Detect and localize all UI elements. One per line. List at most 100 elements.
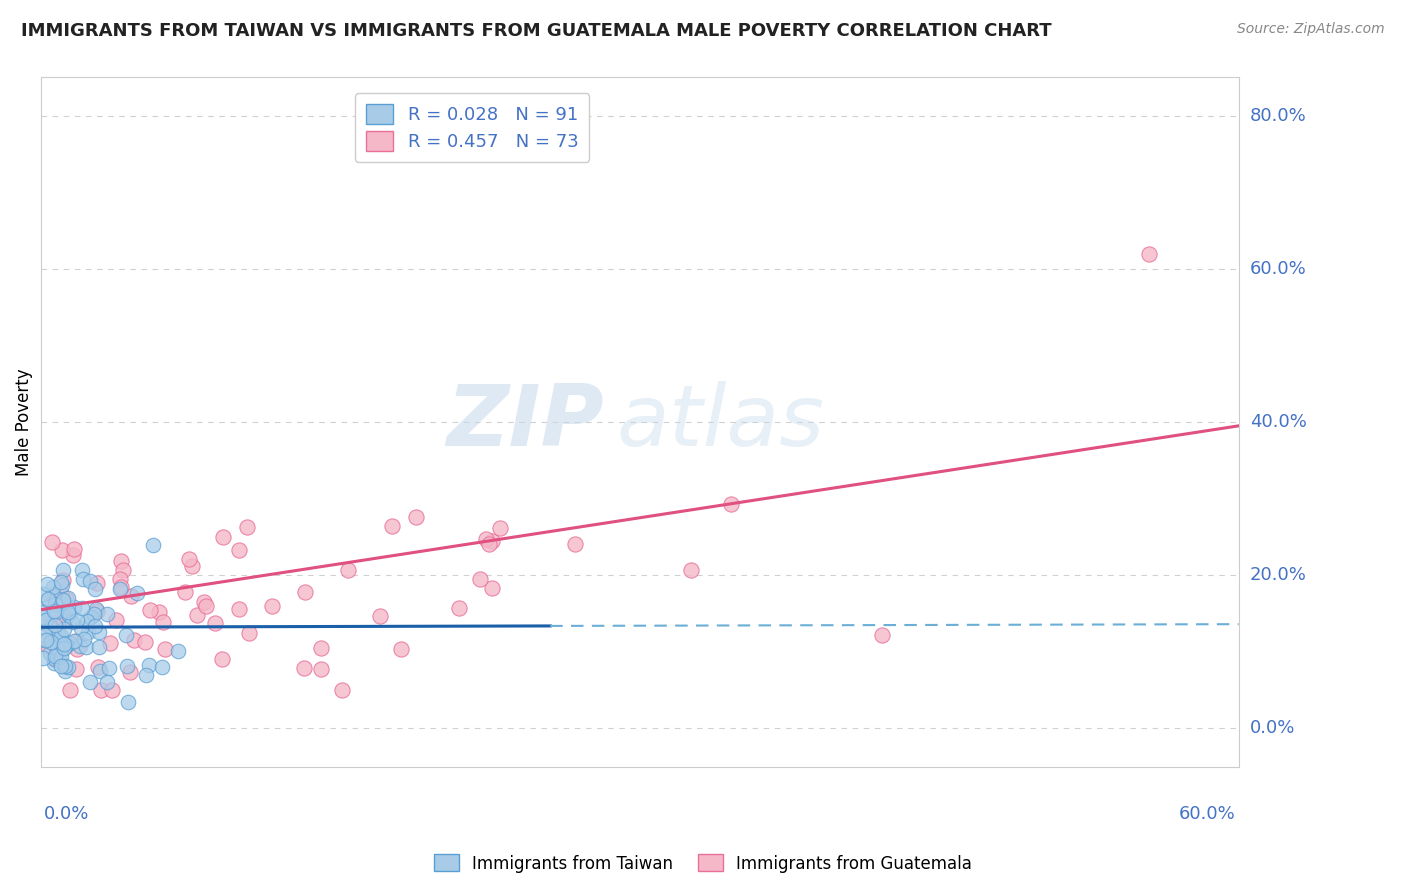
- Point: [117, 695, 139, 709]
- Point: [75, 640, 97, 655]
- Point: [115, 628, 138, 642]
- Point: [87, 624, 110, 639]
- Point: [35, 577, 58, 591]
- Point: [872, 627, 894, 641]
- Point: [52, 595, 75, 609]
- Point: [44, 617, 66, 632]
- Point: [53, 658, 76, 673]
- Point: [167, 644, 190, 658]
- Point: [150, 660, 173, 674]
- Point: [118, 665, 141, 679]
- Point: [55, 639, 77, 653]
- Point: [238, 625, 260, 640]
- Point: [228, 542, 250, 557]
- Y-axis label: Male Poverty: Male Poverty: [15, 368, 32, 475]
- Point: [42, 656, 65, 670]
- Point: [39, 618, 62, 632]
- Point: [58, 607, 80, 622]
- Point: [66, 613, 89, 627]
- Point: [194, 599, 217, 614]
- Point: [51, 543, 73, 558]
- Point: [55, 638, 77, 652]
- Point: [55, 637, 77, 651]
- Point: [76, 615, 98, 629]
- Point: [52, 637, 75, 651]
- Point: [44, 597, 66, 611]
- Point: [52, 574, 75, 588]
- Point: [90, 683, 112, 698]
- Point: [37, 593, 59, 607]
- Point: [62, 542, 84, 557]
- Point: [52, 622, 75, 636]
- Point: [52, 642, 75, 657]
- Point: [84, 618, 107, 632]
- Point: [236, 519, 259, 533]
- Point: [44, 648, 66, 663]
- Point: [52, 563, 75, 577]
- Point: [98, 661, 121, 675]
- Point: [101, 683, 124, 698]
- Text: 60.0%: 60.0%: [1250, 260, 1306, 278]
- Point: [309, 640, 332, 655]
- Point: [49, 611, 72, 625]
- Point: [127, 586, 149, 600]
- Point: [96, 674, 118, 689]
- Point: [41, 534, 63, 549]
- Text: ZIP: ZIP: [447, 381, 605, 464]
- Point: [134, 634, 156, 648]
- Text: 80.0%: 80.0%: [1250, 107, 1306, 125]
- Text: atlas: atlas: [616, 381, 824, 464]
- Point: [56, 591, 79, 606]
- Point: [62, 549, 84, 563]
- Point: [478, 537, 501, 551]
- Point: [42, 651, 65, 665]
- Point: [108, 582, 131, 596]
- Point: [193, 595, 215, 609]
- Point: [60, 615, 83, 629]
- Point: [564, 537, 586, 551]
- Point: [79, 674, 101, 689]
- Text: 0.0%: 0.0%: [44, 805, 90, 823]
- Point: [122, 632, 145, 647]
- Point: [49, 574, 72, 589]
- Point: [83, 607, 105, 621]
- Point: [80, 610, 103, 624]
- Point: [153, 641, 176, 656]
- Point: [42, 580, 65, 594]
- Point: [87, 659, 110, 673]
- Point: [65, 662, 87, 676]
- Point: [228, 602, 250, 616]
- Point: [368, 609, 391, 624]
- Point: [89, 640, 111, 654]
- Point: [84, 602, 107, 616]
- Point: [174, 585, 197, 599]
- Point: [211, 652, 233, 666]
- Point: [110, 580, 132, 594]
- Point: [148, 606, 170, 620]
- Point: [66, 642, 89, 657]
- Text: 0.0%: 0.0%: [1250, 719, 1295, 738]
- Point: [468, 573, 491, 587]
- Point: [70, 621, 93, 635]
- Point: [135, 668, 157, 682]
- Point: [59, 683, 82, 698]
- Point: [62, 633, 84, 648]
- Point: [76, 625, 98, 640]
- Point: [481, 534, 503, 549]
- Point: [381, 519, 404, 533]
- Point: [49, 658, 72, 673]
- Point: [41, 635, 63, 649]
- Point: [32, 605, 55, 619]
- Point: [56, 605, 79, 619]
- Point: [117, 658, 139, 673]
- Point: [32, 651, 55, 665]
- Point: [56, 607, 79, 621]
- Point: [35, 614, 58, 628]
- Point: [72, 572, 94, 586]
- Text: 60.0%: 60.0%: [1180, 805, 1236, 823]
- Point: [447, 600, 470, 615]
- Point: [52, 614, 75, 628]
- Point: [292, 661, 315, 675]
- Point: [96, 607, 118, 621]
- Point: [110, 554, 132, 568]
